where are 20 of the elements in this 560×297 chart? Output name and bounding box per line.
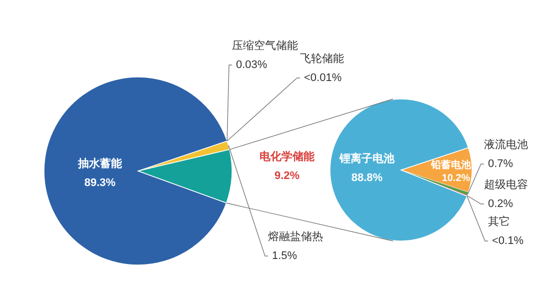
data-label: 0.7% (488, 158, 514, 170)
slice-label: 超级电容 (484, 178, 528, 191)
slice-label: 铅蓄电池 (430, 159, 472, 171)
text: 0.03% (236, 59, 268, 71)
data-label: 10.2% (442, 173, 470, 184)
slice-label: 熔融盐储热 (268, 230, 323, 243)
slice-label: 电化学储能 (260, 150, 316, 163)
data-label: 88.8% (351, 172, 383, 184)
text: <0.1% (492, 235, 524, 247)
data-label: 9.2% (274, 170, 300, 182)
data-label: 0.2% (488, 198, 514, 210)
slice-label: 锂离子电池 (338, 152, 396, 165)
data-label: 89.3% (84, 177, 116, 189)
slice-label: 液流电池 (484, 138, 528, 151)
data-label: 1.5% (272, 250, 298, 262)
category-label: 其它 (488, 216, 510, 228)
text: <0.01% (304, 72, 342, 84)
category-label: 飞轮储能 (300, 53, 344, 65)
category-label: 压缩空气储能 (232, 40, 298, 52)
slice-label: 抽水蓄能 (77, 157, 123, 170)
